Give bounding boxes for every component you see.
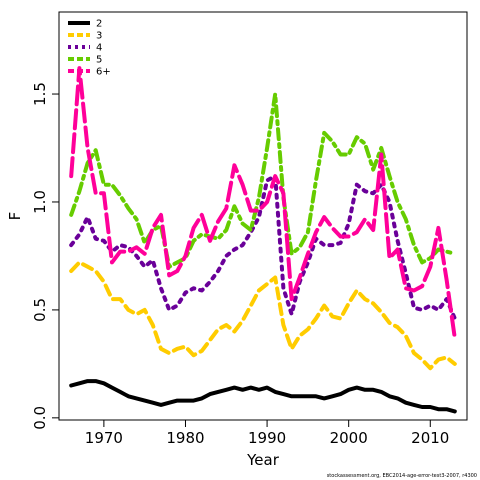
- x-axis: 1970 1980 1990 2000 2010: [85, 419, 449, 447]
- series-layer: [69, 66, 457, 414]
- legend-label-2: 3: [96, 31, 102, 42]
- y-tick-label: 1.5: [31, 82, 49, 106]
- y-axis: 0.0 0.5 1.0 1.5: [31, 82, 60, 430]
- x-tick-label: 1980: [166, 429, 204, 447]
- x-tick-label: 1990: [248, 429, 286, 447]
- series-line-5: [69, 66, 457, 340]
- legend-label-3: 4: [96, 43, 102, 54]
- y-tick-label: 1.0: [31, 190, 49, 214]
- x-tick-label: 1970: [85, 429, 123, 447]
- y-tick-label: 0.0: [31, 406, 49, 430]
- series-line-1: [69, 379, 457, 414]
- x-tick-label: 2000: [330, 429, 368, 447]
- y-axis-title: F: [6, 212, 24, 221]
- series-line-2: [69, 260, 457, 371]
- x-axis-title: Year: [246, 451, 280, 469]
- series-line-4: [69, 92, 457, 269]
- legend-label-4: 5: [96, 55, 102, 66]
- legend-label-1: 2: [96, 19, 102, 30]
- y-tick-label: 0.5: [31, 298, 49, 322]
- legend-label-5: 6+: [96, 67, 111, 78]
- credit-text: stockassessment.org, EBC2014-age-error-t…: [327, 473, 477, 479]
- series-line-3: [69, 174, 457, 321]
- x-tick-label: 2010: [411, 429, 449, 447]
